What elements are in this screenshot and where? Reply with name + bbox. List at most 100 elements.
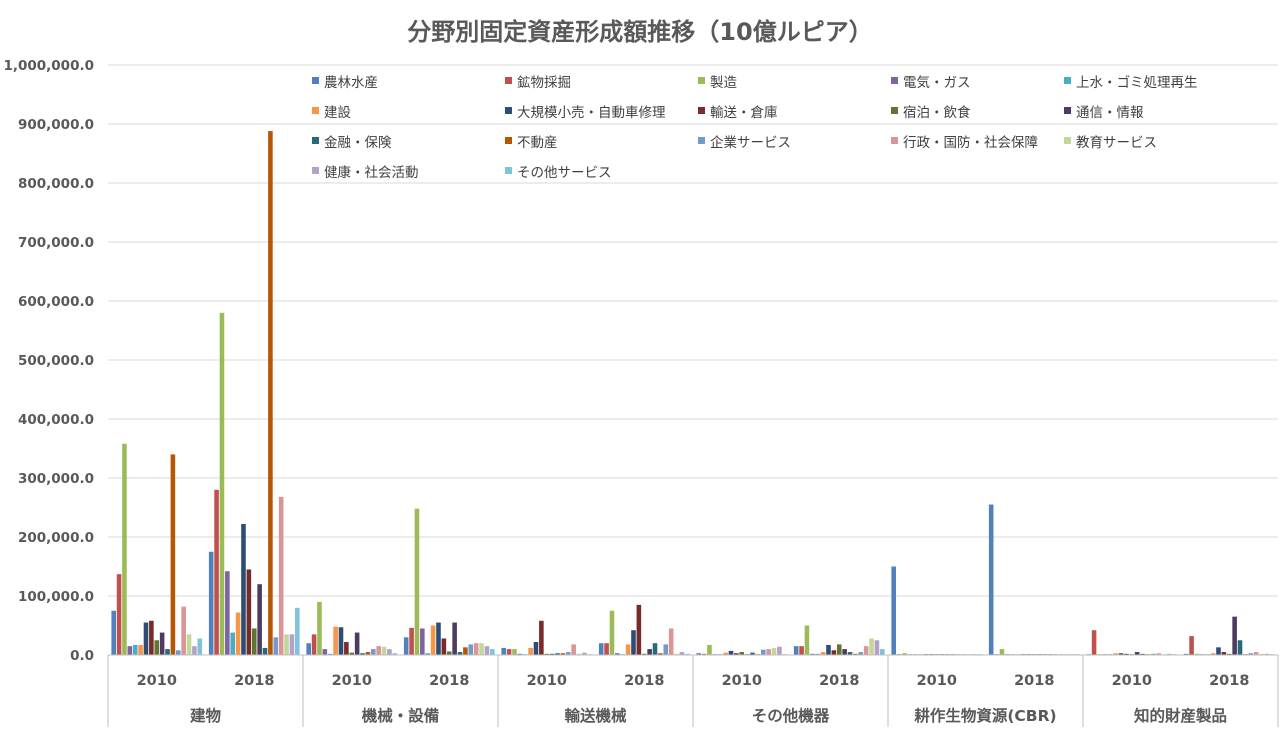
- year-tick-label: 2018: [429, 673, 469, 689]
- year-tick-label: 2018: [234, 673, 274, 689]
- bar: [707, 644, 712, 655]
- bar: [333, 626, 338, 655]
- y-tick-label: 0.0: [70, 648, 94, 664]
- bar: [246, 569, 252, 655]
- bar: [360, 653, 365, 655]
- bar: [484, 646, 490, 655]
- bar: [457, 652, 463, 655]
- bar: [891, 566, 896, 655]
- bar: [501, 647, 506, 655]
- bar: [658, 653, 663, 655]
- bar: [831, 650, 837, 655]
- year-tick-label: 2010: [1112, 673, 1152, 689]
- bar: [760, 649, 766, 655]
- legend-item: 農林水産: [312, 75, 378, 91]
- legend-item: 金融・保険: [312, 135, 392, 151]
- bar: [381, 646, 387, 655]
- bar: [387, 649, 392, 655]
- bar: [268, 131, 273, 655]
- bar: [392, 653, 398, 655]
- bar: [278, 496, 284, 655]
- group-label: 建物: [190, 706, 222, 725]
- bar: [625, 644, 631, 655]
- bar: [132, 644, 138, 655]
- legend-swatch: [891, 107, 898, 114]
- bar: [1216, 647, 1221, 655]
- bar: [512, 649, 517, 655]
- legend-label: 鉱物採掘: [517, 75, 571, 91]
- bar: [284, 634, 289, 655]
- bar: [728, 650, 734, 655]
- bar: [1150, 653, 1156, 655]
- bar: [528, 647, 533, 655]
- bar: [149, 620, 154, 655]
- bar: [539, 620, 544, 655]
- legend-label: 上水・ゴミ処理再生: [1076, 74, 1198, 91]
- bar: [1118, 653, 1124, 655]
- legend-item: その他サービス: [505, 165, 612, 181]
- legend-label: 電気・ガス: [903, 75, 971, 91]
- bar: [804, 625, 810, 655]
- bar: [430, 625, 436, 655]
- legend-label: 企業サービス: [710, 134, 791, 151]
- group-label: 輸送機械: [564, 706, 627, 725]
- bar: [615, 653, 620, 655]
- bar: [636, 604, 642, 655]
- bar: [858, 652, 864, 655]
- group-label: 知的財産製品: [1134, 706, 1227, 725]
- year-tick-label: 2018: [1014, 673, 1054, 689]
- legend-swatch: [1064, 137, 1071, 144]
- bar: [322, 649, 328, 655]
- legend-item: 宿泊・飲食: [891, 104, 971, 121]
- legend-label: 製造: [710, 75, 738, 91]
- y-axis: 0.0 100,000.0 200,000.0 300,000.0 400,000.0 5…: [3, 58, 94, 664]
- bar: [116, 574, 122, 655]
- bar: [208, 551, 214, 655]
- bar: [1194, 653, 1200, 655]
- legend-swatch: [1064, 77, 1071, 84]
- y-tick-label: 900,000.0: [18, 117, 94, 133]
- bar: [1091, 630, 1097, 655]
- bar: [701, 653, 707, 655]
- gridlines: [108, 64, 1278, 656]
- bar: [354, 632, 360, 655]
- legend-swatch: [698, 77, 705, 84]
- bar: [533, 642, 539, 655]
- bar: [192, 646, 197, 655]
- bar: [122, 443, 127, 655]
- legend-label: 健康・社会活動: [324, 164, 419, 181]
- bar: [230, 632, 236, 655]
- bar: [869, 638, 874, 655]
- bar: [1237, 640, 1243, 655]
- bar: [549, 653, 555, 655]
- legend-item: 教育サービス: [1064, 135, 1157, 151]
- bar: [739, 652, 745, 655]
- bar: [799, 646, 804, 655]
- legend-swatch: [698, 107, 705, 114]
- bar: [1189, 636, 1194, 655]
- bar: [999, 649, 1005, 655]
- bar: [874, 640, 880, 655]
- bar: [289, 634, 295, 655]
- bar: [842, 649, 847, 655]
- y-tick-label: 500,000.0: [18, 353, 94, 369]
- bar: [186, 634, 192, 655]
- legend-item: 上水・ゴミ処理再生: [1064, 74, 1198, 91]
- year-tick-label: 2010: [332, 673, 372, 689]
- bar: [902, 653, 907, 655]
- bar: [766, 649, 771, 655]
- bar: [463, 647, 468, 655]
- legend-item: 鉱物採掘: [505, 75, 571, 91]
- bar: [771, 647, 777, 655]
- bar: [652, 643, 658, 655]
- bar: [376, 646, 381, 655]
- legend-label: 大規模小売・自動車修理: [517, 105, 666, 121]
- bar: [414, 508, 420, 655]
- bar: [641, 653, 647, 655]
- bar: [490, 649, 495, 655]
- year-tick-label: 2018: [819, 673, 859, 689]
- year-tick-label: 2010: [917, 673, 957, 689]
- legend-swatch: [312, 107, 319, 114]
- group-label: その他機器: [752, 706, 830, 725]
